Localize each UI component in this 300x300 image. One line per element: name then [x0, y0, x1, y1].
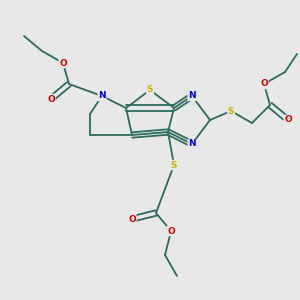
Text: O: O — [59, 58, 67, 68]
Text: O: O — [260, 80, 268, 88]
Text: S: S — [228, 106, 234, 116]
Text: O: O — [167, 226, 175, 236]
Text: S: S — [147, 85, 153, 94]
Text: S: S — [171, 160, 177, 169]
Text: N: N — [188, 140, 196, 148]
Text: N: N — [98, 92, 106, 100]
Text: N: N — [188, 92, 196, 100]
Text: O: O — [47, 94, 55, 103]
Text: O: O — [128, 214, 136, 224]
Text: O: O — [284, 116, 292, 124]
